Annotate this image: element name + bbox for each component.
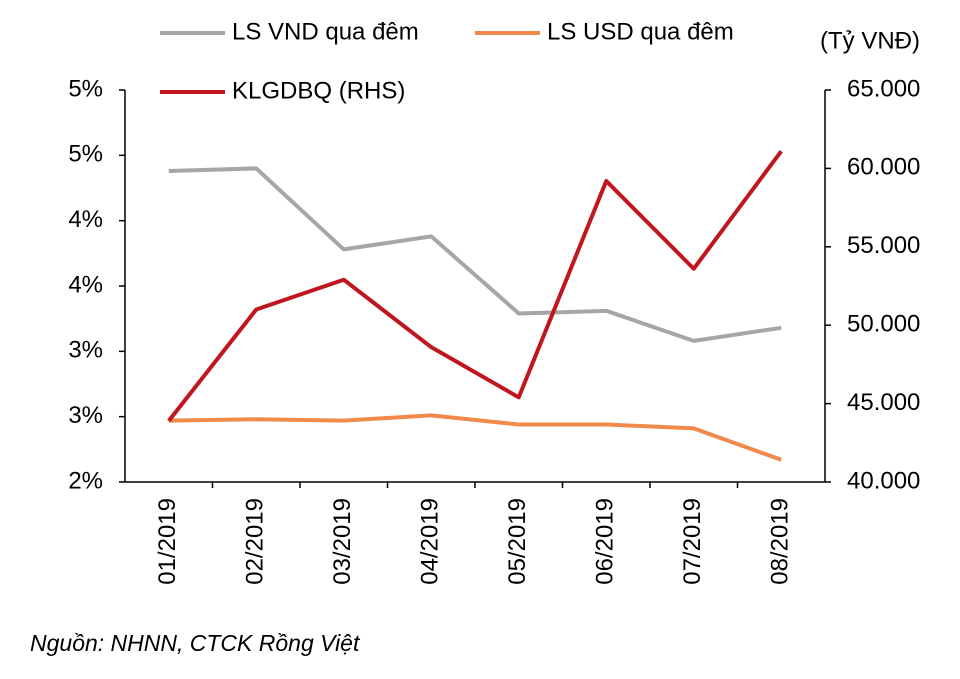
series-line <box>167 149 783 423</box>
y-tick-label: 3% <box>68 337 103 364</box>
x-tick-label: 06/2019 <box>592 498 619 585</box>
y-tick-label: 2% <box>68 467 103 494</box>
y-tick-label: 5% <box>68 75 103 102</box>
x-tick-label: 07/2019 <box>679 498 706 585</box>
legend-label: LS VND qua đêm <box>232 18 419 45</box>
x-tick-label: 01/2019 <box>154 498 181 585</box>
legend-label: KLGDBQ (RHS) <box>232 77 405 104</box>
y2-tick-label: 60.000 <box>847 154 920 181</box>
y2-tick-label: 65.000 <box>847 75 920 102</box>
y-tick-label: 3% <box>68 402 103 429</box>
y2-tick-label: 45.000 <box>847 389 920 416</box>
x-tick-label: 04/2019 <box>417 498 444 585</box>
x-tick-label: 02/2019 <box>242 498 269 585</box>
x-tick-label: 05/2019 <box>504 498 531 585</box>
series-line <box>168 413 782 462</box>
y-tick-label: 4% <box>68 271 103 298</box>
y2-tick-label: 50.000 <box>847 311 920 338</box>
x-tick-label: 08/2019 <box>767 498 794 585</box>
series-line <box>168 166 782 343</box>
y-tick-label: 4% <box>68 206 103 233</box>
source-note: Nguồn: NHNN, CTCK Rồng Việt <box>30 630 361 656</box>
x-tick-label: 03/2019 <box>329 498 356 585</box>
y2-tick-label: 40.000 <box>847 467 920 494</box>
legend-label: LS USD qua đêm <box>547 18 734 45</box>
y-tick-label: 5% <box>68 141 103 168</box>
y2-tick-label: 55.000 <box>847 232 920 259</box>
y2-axis-label: (Tỷ VNĐ) <box>820 27 920 54</box>
